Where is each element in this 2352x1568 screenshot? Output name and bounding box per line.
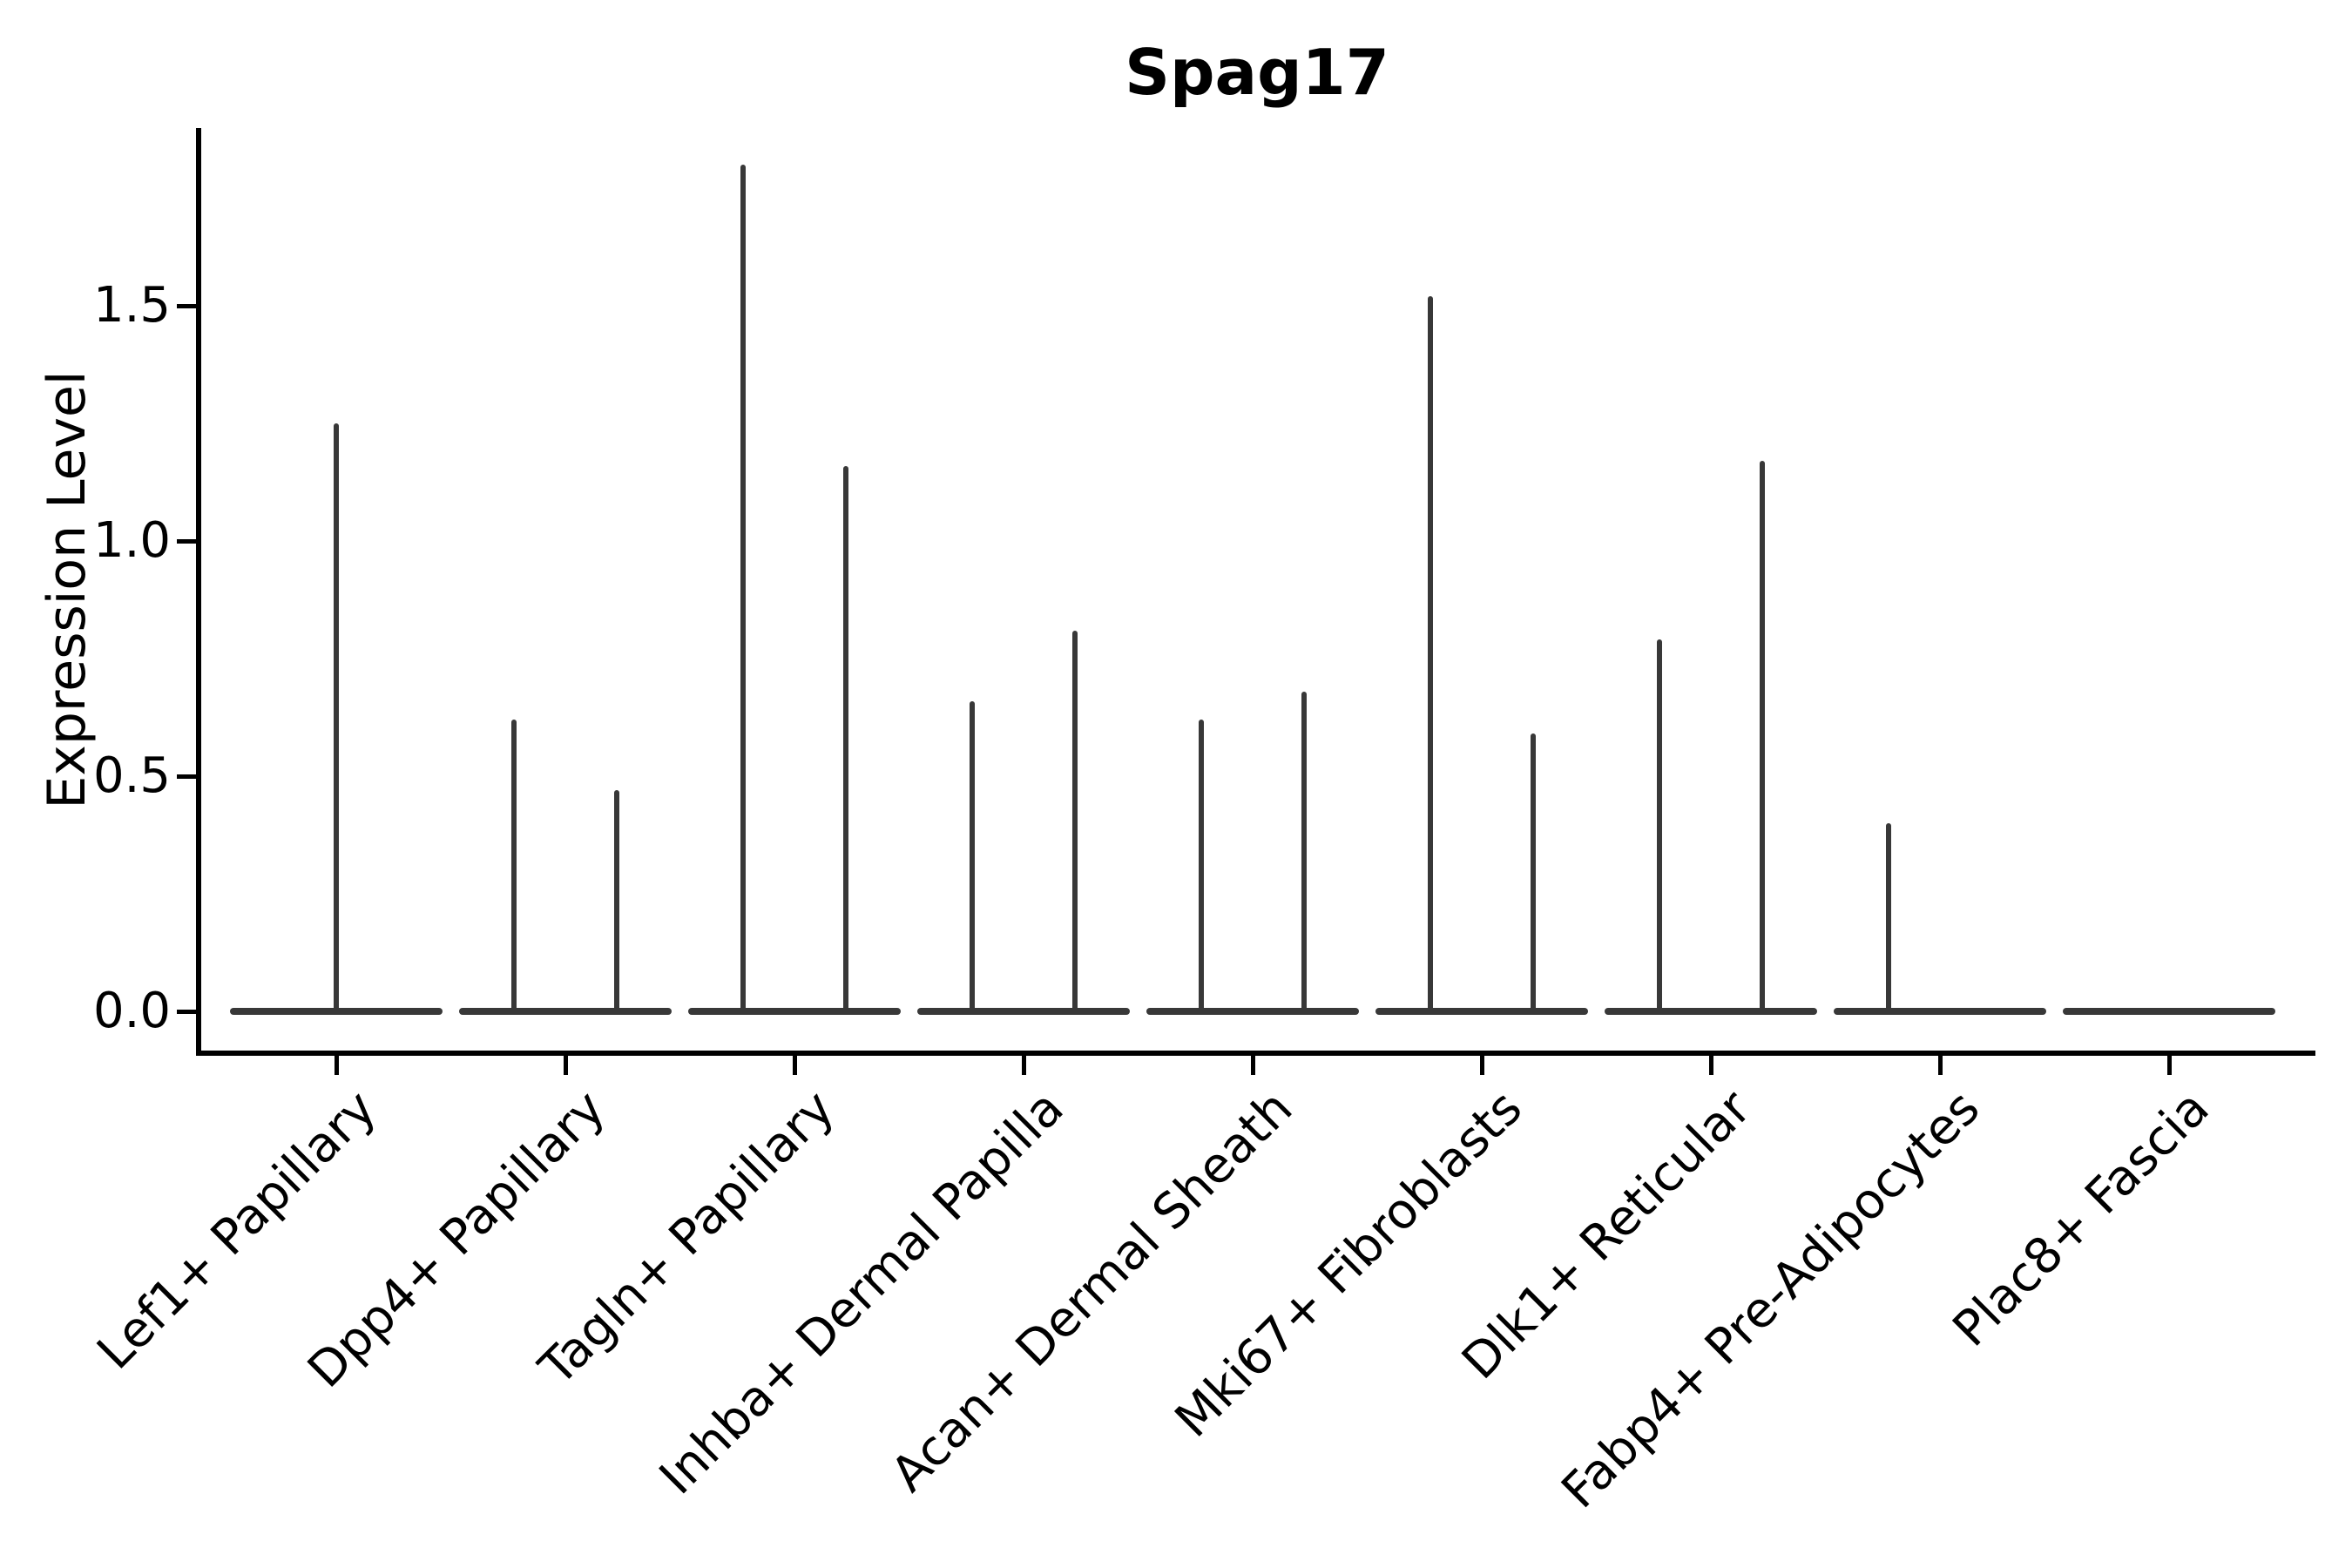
violin-spike [843,465,849,1015]
violin-spike [1198,720,1204,1015]
violin-base [688,1008,901,1015]
violin-base [2063,1008,2275,1015]
violin-spike [334,423,339,1015]
violin-base [1605,1008,1817,1015]
violin-spike [1427,296,1433,1015]
plot-title: Spag17 [1125,36,1389,109]
x-tick [1937,1056,1943,1075]
y-tick-label: 0.0 [92,983,171,1039]
x-tick [792,1056,797,1075]
violin-spike [740,165,746,1015]
y-tick-label: 0.5 [92,747,171,804]
x-axis-spine [196,1051,2315,1056]
x-tick [563,1056,568,1075]
y-tick [177,303,196,308]
violin-spike [1072,630,1078,1015]
violin-spike [1760,461,1766,1015]
violin-spike [1531,733,1537,1015]
x-tick [334,1056,339,1075]
y-tick-label: 1.0 [92,512,171,569]
violin-base [917,1008,1130,1015]
violin-base [1834,1008,2046,1015]
x-tick [1708,1056,1713,1075]
violin-spike [1301,691,1308,1015]
violin-spike [1885,823,1891,1015]
violin-spike [969,700,975,1015]
violin-base [1146,1008,1359,1015]
y-tick [177,538,196,544]
violin-base [1375,1008,1588,1015]
y-tick [177,774,196,779]
x-tick [2166,1056,2172,1075]
violin-base [459,1008,672,1015]
y-axis-spine [196,128,201,1056]
x-tick-label: Inhba+ Dermal Papilla [648,1079,1075,1506]
y-tick-label: 1.5 [92,277,171,334]
x-tick [1021,1056,1026,1075]
x-tick [1479,1056,1484,1075]
x-tick-label: Acan+ Dermal Sheath [880,1079,1304,1504]
violin-spike [614,790,620,1015]
violin-spike [1656,639,1662,1015]
y-tick [177,1009,196,1014]
violin-spike [510,720,517,1015]
x-tick-label: Fabp4+ Pre-Adipocytes [1551,1079,1991,1520]
x-tick [1250,1056,1255,1075]
